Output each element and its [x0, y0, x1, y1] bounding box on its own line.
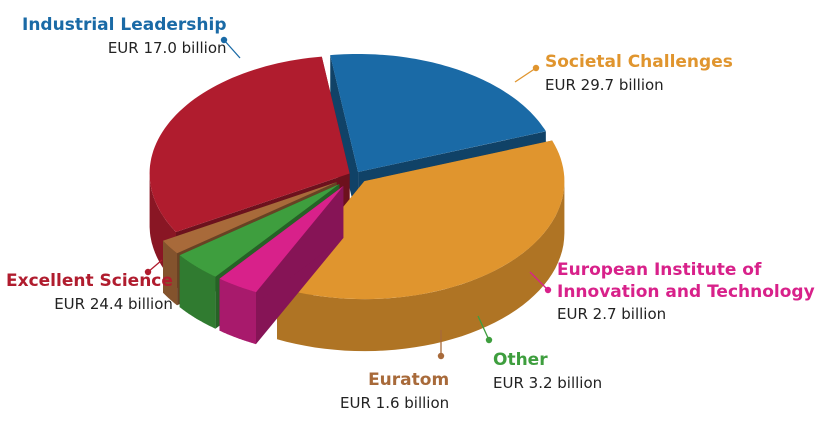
label-eit: European Institute of Innovation and Tec… [557, 260, 815, 324]
pie-slice-top [277, 140, 565, 300]
slice-name-euratom: Euratom [368, 370, 450, 390]
slice-name-industrial-leadership: Industrial Leadership [22, 15, 227, 35]
slice-name-eit-line2: Innovation and Technology [557, 281, 815, 302]
slice-name-other: Other [493, 350, 548, 370]
leader-dot-other [485, 336, 493, 344]
pie-slice-top [149, 56, 350, 232]
leader-line-industrial-leadership [223, 39, 241, 59]
slice-name-eit-line1: European Institute of [557, 260, 762, 280]
leader-line-societal-challenges [514, 67, 537, 83]
pie-slice-top [179, 184, 340, 277]
pie-slice-top [219, 185, 344, 293]
leader-dot-euratom [437, 352, 445, 360]
pie-slice-top [163, 182, 337, 254]
leader-dot-societal-challenges [532, 64, 540, 72]
pie-slice-cut-face [330, 55, 359, 224]
pie-slice-side [163, 240, 178, 306]
leader-dot-industrial-leadership [220, 36, 228, 44]
pie-slice-side [219, 278, 256, 345]
pie-slice-cut-face [179, 184, 340, 308]
pie-slice-top [330, 54, 546, 172]
leader-line-european-institute-of-innovation-and-technology [529, 271, 549, 291]
pie-slice-european-institute-of-innovation-and-technology [219, 185, 344, 345]
slice-value-societal-challenges: EUR 29.7 billion [545, 75, 664, 94]
label-industrial-leadership: Industrial Leadership EUR 17.0 billion [22, 15, 227, 57]
label-other: Other EUR 3.2 billion [493, 350, 603, 392]
label-euratom: Euratom EUR 1.6 billion [340, 370, 450, 412]
slice-value-other: EUR 3.2 billion [493, 373, 603, 392]
leader-line-other [477, 315, 490, 341]
label-societal-challenges: Societal Challenges EUR 29.7 billion [545, 52, 733, 94]
leader-dot-european-institute-of-innovation-and-technology [544, 286, 552, 294]
pie-slice-side [277, 181, 565, 352]
slice-value-industrial-leadership: EUR 17.0 billion [107, 38, 227, 57]
slice-name-societal-challenges: Societal Challenges [545, 52, 733, 72]
slice-value-excellent-science: EUR 24.4 billion [54, 294, 173, 313]
pie-slice-side [179, 255, 216, 329]
leader-dot-excellent-science [144, 268, 152, 276]
label-excellent-science: Excellent Science EUR 24.4 billion [6, 271, 173, 313]
slice-name-excellent-science: Excellent Science [6, 271, 173, 291]
slice-value-eit: EUR 2.7 billion [557, 305, 667, 324]
slice-value-euratom: EUR 1.6 billion [340, 393, 450, 412]
